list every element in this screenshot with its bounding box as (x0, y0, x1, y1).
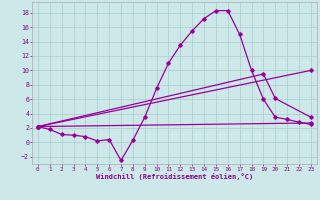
X-axis label: Windchill (Refroidissement éolien,°C): Windchill (Refroidissement éolien,°C) (96, 173, 253, 180)
